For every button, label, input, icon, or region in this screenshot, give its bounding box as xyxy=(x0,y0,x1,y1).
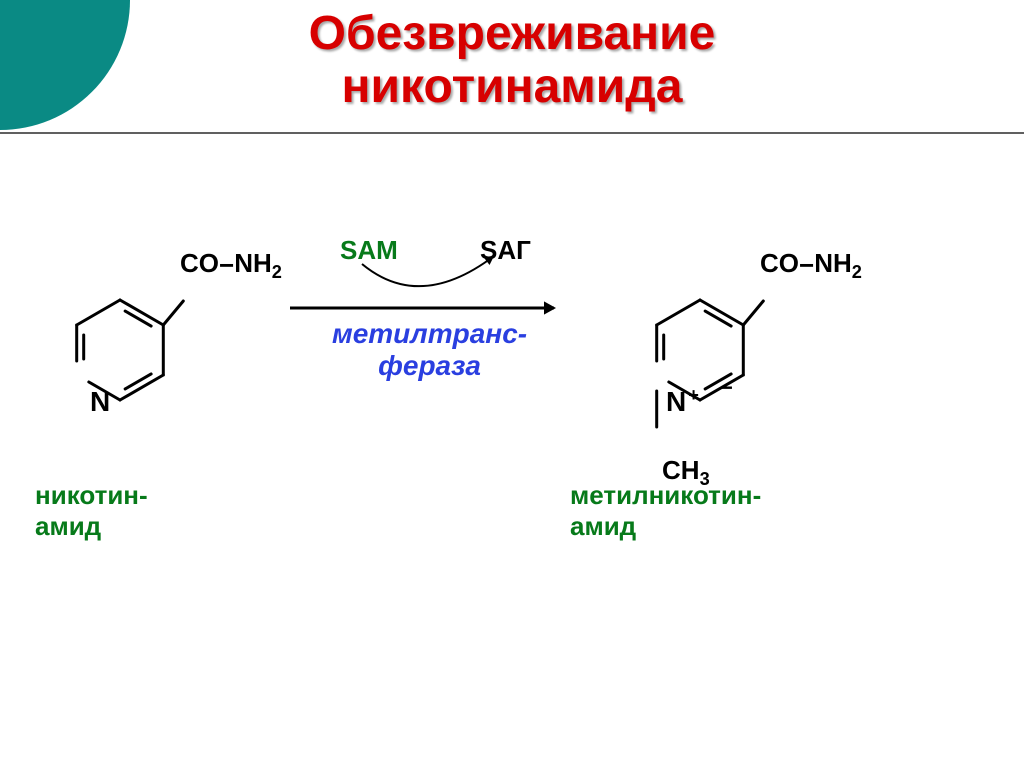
sag-label: SАГ xyxy=(480,235,531,266)
sam-label: SAM xyxy=(340,235,398,266)
enzyme-label: метилтранс- фераза xyxy=(332,318,527,382)
product-name: метилникотин- амид xyxy=(570,480,761,542)
substrate-name: никотин- амид xyxy=(35,480,148,542)
reaction-diagram: CO−NH2 N CO−NH2 N+ − CH3 SAM SАГ метилтр… xyxy=(0,0,1024,767)
arrow-svg xyxy=(0,0,1024,767)
